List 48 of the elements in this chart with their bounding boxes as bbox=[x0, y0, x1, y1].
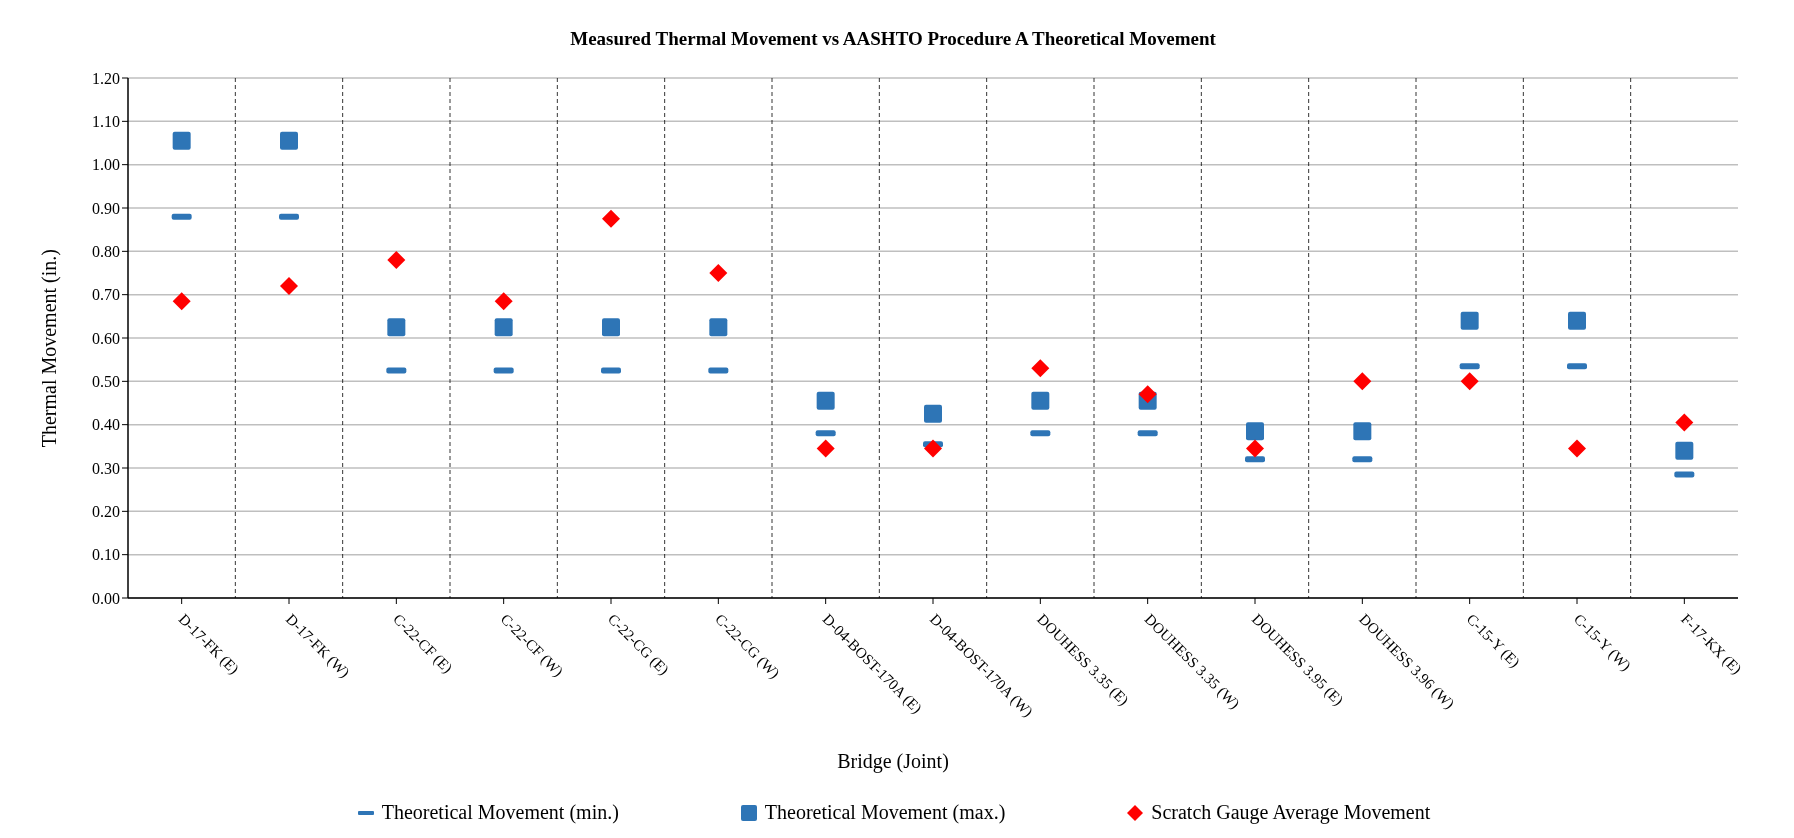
y-tick-label: 0.20 bbox=[92, 503, 120, 521]
point bbox=[387, 251, 406, 269]
legend-label: Theoretical Movement (min.) bbox=[381, 801, 619, 824]
point bbox=[387, 318, 406, 337]
y-tick-label: 0.70 bbox=[92, 286, 120, 304]
y-tick-label: 0.10 bbox=[92, 546, 120, 564]
point bbox=[172, 292, 191, 311]
y-tick-label: 0.60 bbox=[92, 329, 120, 347]
legend-label: Theoretical Movement (max.) bbox=[764, 801, 1006, 824]
point bbox=[280, 131, 298, 150]
point bbox=[924, 439, 942, 458]
point bbox=[1568, 311, 1586, 330]
point bbox=[709, 264, 728, 282]
chart-title: Measured Thermal Movement vs AASHTO Procedure A Theoretical Movement bbox=[569, 27, 1217, 51]
point bbox=[280, 277, 298, 295]
point bbox=[1675, 441, 1694, 460]
point bbox=[494, 318, 513, 337]
point bbox=[172, 131, 191, 150]
point bbox=[1031, 391, 1050, 410]
y-axis-title: Thermal Movement (in.) bbox=[38, 248, 61, 448]
x-axis-title: Bridge (Joint) bbox=[836, 750, 950, 773]
point bbox=[1246, 439, 1264, 458]
y-tick-label: 1.00 bbox=[92, 156, 120, 174]
point bbox=[1031, 359, 1050, 378]
y-tick-label: 0.30 bbox=[92, 459, 120, 477]
y-tick-label: 0.00 bbox=[92, 589, 120, 607]
point bbox=[1138, 385, 1157, 404]
legend-label: Scratch Gauge Average Movement bbox=[1151, 801, 1431, 824]
point bbox=[1353, 422, 1372, 441]
point bbox=[924, 404, 942, 423]
y-tick-label: 0.80 bbox=[92, 243, 120, 261]
point bbox=[1675, 413, 1694, 432]
point bbox=[816, 391, 835, 410]
point bbox=[1568, 439, 1586, 458]
y-tick-label: 0.40 bbox=[92, 416, 120, 434]
point bbox=[602, 318, 620, 337]
y-tick-label: 0.90 bbox=[92, 199, 120, 217]
y-tick-label: 1.20 bbox=[92, 69, 120, 87]
point bbox=[709, 318, 728, 337]
y-tick-label: 0.50 bbox=[92, 373, 120, 391]
y-tick-label: 1.10 bbox=[92, 113, 120, 131]
point bbox=[1460, 372, 1479, 391]
point bbox=[1353, 372, 1372, 391]
point bbox=[1246, 422, 1264, 441]
point bbox=[494, 292, 513, 311]
point bbox=[602, 209, 620, 228]
point bbox=[1460, 311, 1479, 330]
point bbox=[816, 439, 835, 458]
